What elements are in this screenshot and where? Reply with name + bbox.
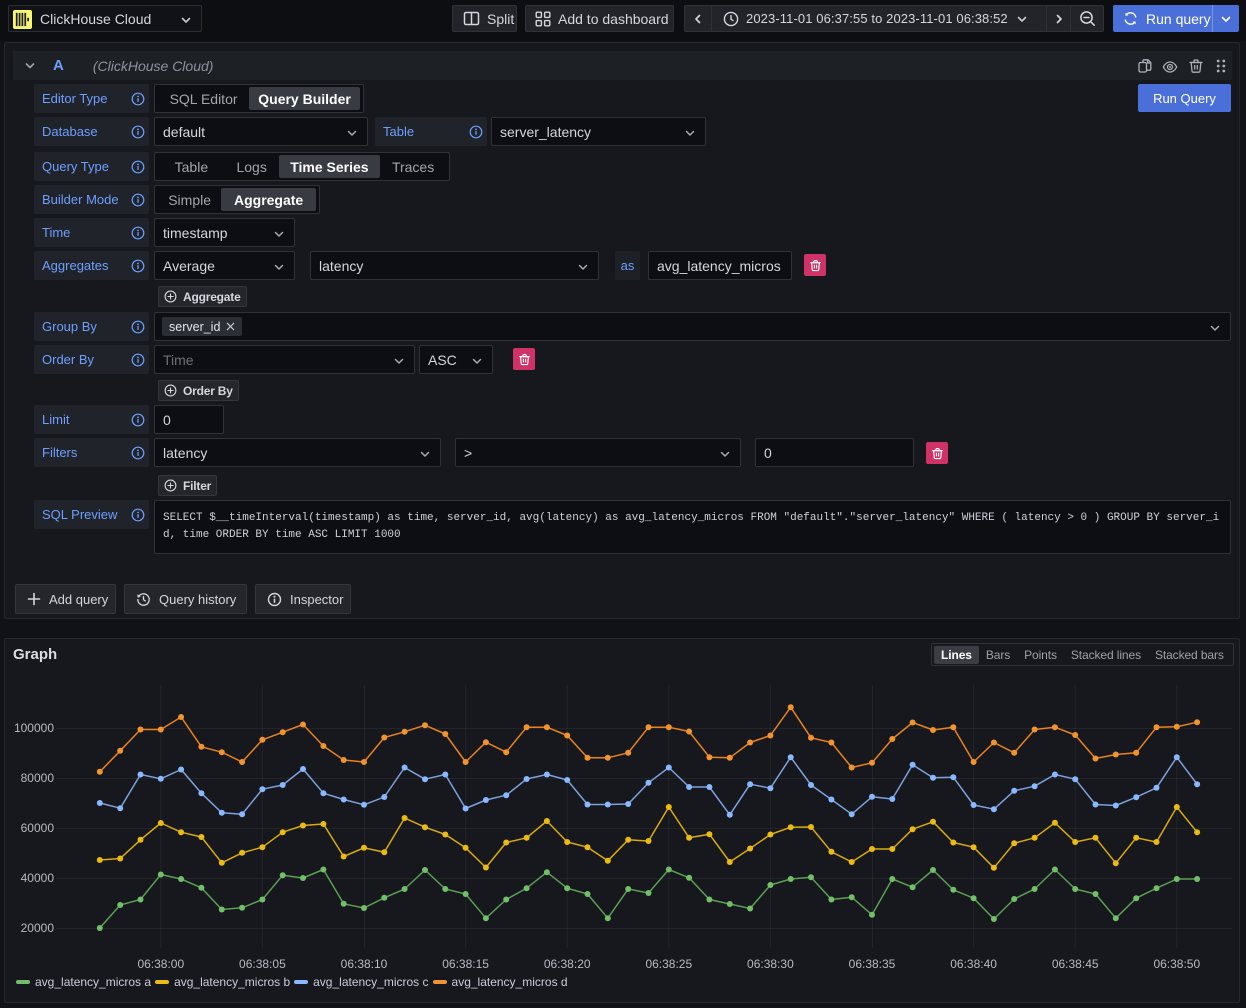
- svg-text:20000: 20000: [21, 921, 55, 935]
- svg-text:06:38:00: 06:38:00: [137, 957, 184, 971]
- svg-text:06:38:40: 06:38:40: [950, 957, 997, 971]
- svg-text:40000: 40000: [21, 871, 55, 885]
- svg-text:06:38:15: 06:38:15: [442, 957, 489, 971]
- svg-text:100000: 100000: [14, 721, 54, 735]
- svg-text:06:38:20: 06:38:20: [544, 957, 591, 971]
- svg-text:06:38:45: 06:38:45: [1052, 957, 1099, 971]
- svg-text:80000: 80000: [21, 771, 55, 785]
- svg-text:06:38:25: 06:38:25: [645, 957, 692, 971]
- svg-text:06:38:10: 06:38:10: [341, 957, 388, 971]
- svg-text:60000: 60000: [21, 821, 55, 835]
- svg-text:06:38:50: 06:38:50: [1153, 957, 1200, 971]
- svg-text:06:38:05: 06:38:05: [239, 957, 286, 971]
- svg-text:06:38:35: 06:38:35: [849, 957, 896, 971]
- svg-text:06:38:30: 06:38:30: [747, 957, 794, 971]
